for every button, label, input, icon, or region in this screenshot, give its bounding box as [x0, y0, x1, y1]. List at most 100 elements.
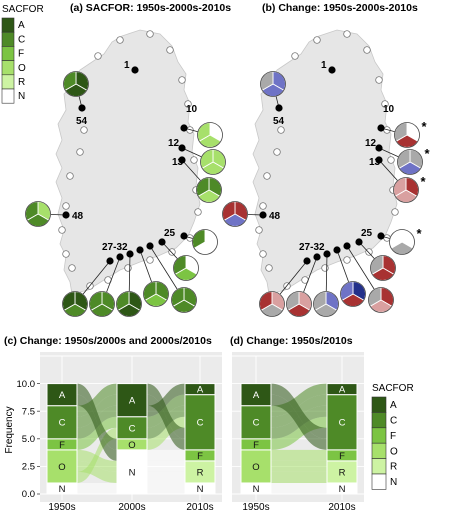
flow-0-3 — [77, 449, 117, 472]
site-dot-48 — [62, 211, 70, 219]
stack-label-1-O: O — [128, 440, 135, 451]
stack-label-1-C: C — [339, 418, 346, 429]
coast-sites-b — [255, 30, 399, 290]
coast-site-3 — [259, 202, 267, 210]
coast-site-9 — [124, 264, 132, 272]
site-dot-1 — [328, 66, 336, 74]
stack-0-O — [240, 449, 272, 484]
site-dot-25 — [180, 232, 188, 240]
pie-outline-54 — [63, 71, 89, 97]
coast-site-0 — [277, 126, 285, 134]
site-label-48: 48 — [269, 211, 281, 222]
pie-outline-28 — [171, 287, 197, 313]
pie-outline-48 — [222, 201, 248, 227]
coast-site-19 — [166, 46, 174, 54]
pie-outline-31 — [286, 291, 312, 317]
pie-outline-28 — [368, 287, 394, 313]
stack-label-0-C: C — [59, 418, 66, 429]
stack-label-1-N: N — [339, 484, 346, 495]
site-dot-10 — [180, 124, 188, 132]
site-dot-48 — [259, 211, 267, 219]
site-dot-30 — [126, 250, 134, 258]
site-label-13: 13 — [172, 157, 184, 168]
legend-label-O: O — [18, 63, 26, 74]
site-label-10: 10 — [186, 104, 198, 115]
star-12: * — [425, 146, 431, 161]
stack-0-A — [240, 383, 272, 407]
site-dot-31 — [313, 253, 321, 261]
coast-site-13 — [391, 208, 399, 216]
pie-outline-32 — [259, 291, 285, 317]
y-tick-0: 0.0 — [22, 489, 35, 500]
coast-site-1 — [76, 148, 84, 156]
site-label-54: 54 — [76, 116, 88, 127]
pie-outline-29 — [340, 281, 366, 307]
y-tick-2.5: 2.5 — [22, 462, 35, 473]
flow-1-0 — [147, 482, 185, 494]
site-dot-25 — [377, 232, 385, 240]
legend-title-top: SACFOR — [2, 4, 44, 15]
site-dot-54 — [275, 104, 283, 112]
coast-site-4 — [58, 226, 66, 234]
pie-outline-12 — [200, 149, 226, 175]
flow-0-9 — [271, 383, 327, 439]
coast-site-5 — [62, 250, 70, 258]
site-dot-13 — [375, 156, 383, 164]
coast-site-21 — [116, 36, 124, 44]
legend-label-C: C — [390, 415, 397, 426]
site-label-10: 10 — [383, 104, 395, 115]
site-label-1: 1 — [124, 60, 130, 71]
site-dot-54 — [78, 104, 86, 112]
flow-0-2 — [271, 460, 327, 472]
stack-label-2-C: C — [197, 418, 204, 429]
x-tick-2010s: 2010s — [328, 502, 355, 513]
stack-label-2-N: N — [197, 484, 204, 495]
flow-1-8 — [147, 394, 185, 450]
coast-site-10 — [146, 256, 154, 264]
stack-label-1-C: C — [129, 423, 136, 434]
site-dot-13 — [178, 156, 186, 164]
stack-label-1-A: A — [129, 396, 136, 407]
coast-site-6 — [265, 264, 273, 272]
legend-swatch-C — [371, 412, 387, 429]
site-label-27-32: 27-32 — [102, 242, 128, 253]
legend-swatch-F — [371, 427, 387, 444]
site-dot-27 — [158, 238, 166, 246]
stack-0-C — [46, 405, 78, 440]
coast-site-0 — [80, 126, 88, 134]
pie-outline-25 — [389, 229, 415, 255]
pie-outline-10 — [197, 122, 223, 148]
legend-label-R: R — [18, 77, 25, 88]
legend-swatch-A — [371, 396, 387, 413]
site-label-54: 54 — [273, 116, 285, 127]
flow-0-2 — [77, 460, 117, 483]
stack-label-1-F: F — [339, 451, 345, 462]
stack-label-0-O: O — [58, 462, 65, 473]
pie-outline-30 — [116, 291, 142, 317]
stack-label-0-N: N — [253, 484, 260, 495]
legend-swatch-O — [1, 60, 15, 76]
site-dot-12 — [375, 144, 383, 152]
site-label-25: 25 — [164, 228, 176, 239]
coast-site-11 — [168, 248, 176, 256]
legend-label-F: F — [390, 431, 396, 442]
stack-1-N — [116, 449, 148, 495]
site-dot-1 — [131, 66, 139, 74]
site-dot-30 — [323, 250, 331, 258]
pie-outline-10 — [394, 122, 420, 148]
stack-0-A — [46, 383, 78, 407]
coast-site-4 — [255, 226, 263, 234]
coast-site-20 — [343, 30, 351, 38]
panel-b-title: (b) Change: 1950s-2000s-2010s — [262, 2, 418, 14]
stack-label-0-F: F — [59, 440, 65, 451]
legend-label-R: R — [390, 462, 397, 473]
legend-swatch-A — [1, 17, 15, 33]
coast-site-20 — [146, 30, 154, 38]
legend-swatch-N — [1, 88, 15, 104]
flow-0-8 — [77, 394, 117, 461]
panel-c-title: (c) Change: 1950s/2000s and 2000s/2010s — [4, 335, 212, 347]
site-label-1: 1 — [321, 60, 327, 71]
site-labels-b: 1 10 12 13 25 48 54 27-32 — [269, 60, 395, 253]
